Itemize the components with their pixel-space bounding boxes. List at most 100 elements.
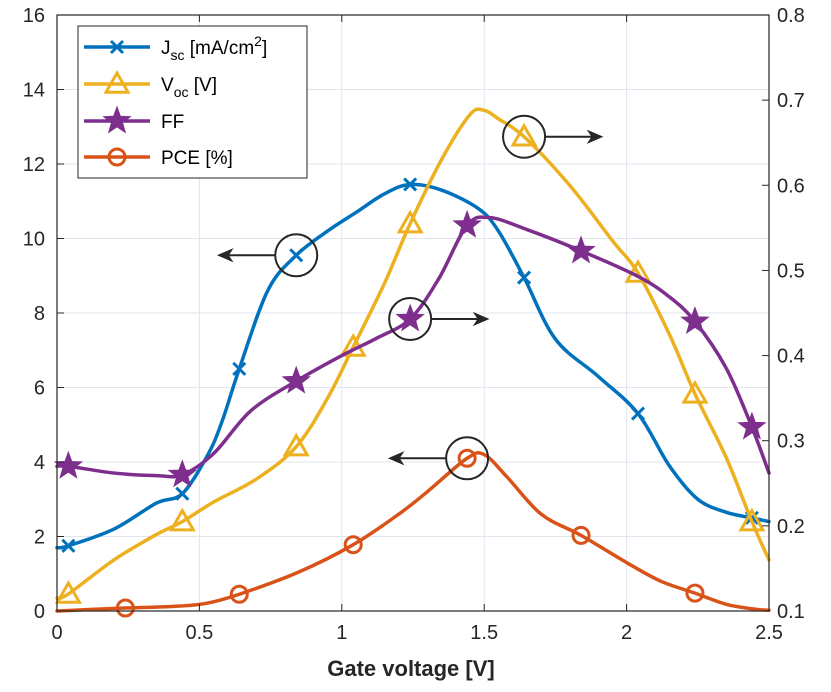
legend-x-marker — [109, 39, 125, 55]
legend-label-voc: Voc [V] — [161, 75, 217, 100]
legend-label-ff: FF — [161, 112, 184, 133]
series-line-pce — [55, 450, 771, 613]
legend-voc-sub: oc — [174, 84, 189, 100]
legend-jsc-rest: [mA/cm — [185, 38, 255, 59]
data-point-jsc-x-marker — [289, 248, 304, 263]
series-line-ff — [55, 215, 771, 479]
y-tick-label: 2 — [34, 527, 45, 549]
x-tick-label: 2 — [621, 622, 632, 644]
data-point-jsc-x-marker-stroke — [289, 248, 304, 263]
y2-tick-label: 0.6 — [777, 175, 805, 197]
data-point-pce-circle-marker — [571, 525, 591, 545]
series-ff — [53, 209, 771, 488]
series-layer — [53, 107, 771, 618]
data-point-voc-triangle-marker — [624, 258, 652, 283]
legend-entry-pce: PCE [%] — [84, 147, 233, 169]
legend-circle-marker — [107, 147, 127, 167]
legend: Jsc [mA/cm2] Voc [V] FF PCE [%] — [77, 25, 308, 179]
annotation-arrow-head — [387, 451, 405, 466]
data-point-jsc-x-marker-stroke — [232, 361, 247, 376]
legend-voc-rest: [V] — [188, 75, 217, 96]
y2-tick-label: 0.8 — [777, 5, 805, 27]
annotation-arrow-head — [586, 129, 604, 144]
legend-jsc-sup: 2 — [254, 33, 262, 49]
data-point-ff-star-marker — [737, 411, 767, 440]
y-tick-label: 10 — [23, 229, 45, 251]
data-point-pce-circle-marker — [685, 583, 705, 603]
data-point-voc-triangle-marker — [168, 507, 196, 532]
data-point-ff-star-marker — [680, 306, 710, 335]
legend-entry-voc: Voc [V] — [84, 69, 217, 100]
data-point-jsc-x-marker-stroke — [403, 177, 418, 192]
series-pce — [55, 448, 771, 618]
data-point-ff-star-marker — [167, 459, 198, 488]
data-point-pce-circle-marker — [115, 598, 135, 618]
annotation-arrow-head — [472, 311, 490, 327]
legend-jsc-end: ] — [262, 38, 267, 59]
data-point-jsc-x-marker — [232, 361, 247, 376]
data-point-pce-circle-marker — [229, 584, 249, 604]
y-tick-label: 0 — [34, 601, 45, 623]
data-point-ff-star-marker — [566, 235, 596, 264]
data-point-jsc-x-marker — [175, 486, 190, 501]
data-point-voc-triangle-marker — [54, 579, 82, 604]
y-tick-label: 4 — [34, 452, 45, 474]
legend-sample-jsc — [84, 39, 150, 55]
data-point-jsc-x-marker-stroke — [517, 270, 532, 285]
data-point-jsc-x-marker — [630, 406, 646, 421]
data-point-jsc-x-marker — [61, 538, 76, 553]
y-tick-label: 12 — [23, 154, 45, 176]
data-point-voc-triangle-marker — [738, 507, 766, 532]
legend-label-jsc: Jsc [mA/cm2] — [161, 33, 267, 63]
x-tick-label: 0 — [51, 622, 62, 644]
y-tick-label: 8 — [34, 303, 45, 325]
y-tick-label: 16 — [23, 5, 45, 27]
y2-tick-label: 0.5 — [777, 260, 805, 282]
data-point-jsc-x-marker-stroke — [175, 486, 190, 501]
legend-voc-main: V — [161, 75, 174, 96]
y-tick-label: 6 — [34, 378, 45, 400]
y2-tick-label: 0.4 — [777, 346, 805, 368]
data-point-jsc-x-marker-stroke — [61, 538, 76, 553]
y2-tick-label: 0.7 — [777, 90, 805, 112]
x-tick-label: 1 — [336, 622, 347, 644]
x-axis-title: Gate voltage [V] — [327, 656, 494, 681]
data-point-pce-circle-marker — [457, 448, 477, 468]
data-point-ff-star-marker — [395, 303, 425, 332]
x-tick-label: 0.5 — [185, 622, 213, 644]
legend-sample-pce — [84, 147, 150, 167]
legend-triangle-marker — [103, 69, 131, 94]
grid — [57, 15, 769, 611]
legend-jsc-sub: sc — [171, 47, 185, 63]
legend-label-pce: PCE [%] — [161, 148, 233, 169]
annotation-arrow-head — [216, 248, 234, 263]
legend-jsc-main: J — [161, 38, 171, 59]
y-tick-label: 14 — [23, 80, 45, 102]
legend-star-marker — [102, 105, 132, 134]
legend-sample-ff — [84, 105, 150, 134]
annotation-layer — [216, 114, 604, 481]
legend-entry-ff: FF — [84, 105, 184, 134]
annotation-right-arrow — [388, 296, 490, 341]
data-point-jsc-x-marker — [403, 177, 418, 192]
x-tick-label: 1.5 — [470, 622, 498, 644]
data-point-voc-triangle-marker — [510, 122, 538, 147]
annotation-left-arrow — [387, 436, 490, 481]
legend-entry-jsc: Jsc [mA/cm2] — [84, 33, 267, 63]
y2-tick-label: 0.2 — [777, 516, 805, 538]
y2-tick-label: 0.3 — [777, 431, 805, 453]
legend-box — [77, 25, 308, 179]
annotation-left-arrow — [216, 233, 319, 278]
legend-sample-voc — [84, 69, 150, 94]
y2-tick-label: 0.1 — [777, 601, 805, 623]
legend-x-marker-stroke — [109, 39, 125, 55]
data-point-jsc-x-marker-stroke — [630, 406, 646, 421]
series-voc — [54, 107, 771, 604]
series-line-voc — [55, 107, 771, 601]
data-point-voc-triangle-marker — [681, 379, 709, 404]
data-point-pce-circle-marker — [343, 535, 363, 555]
x-tick-label: 2.5 — [755, 622, 783, 644]
annotation-right-arrow — [502, 114, 604, 159]
data-point-voc-triangle-marker — [282, 432, 310, 457]
